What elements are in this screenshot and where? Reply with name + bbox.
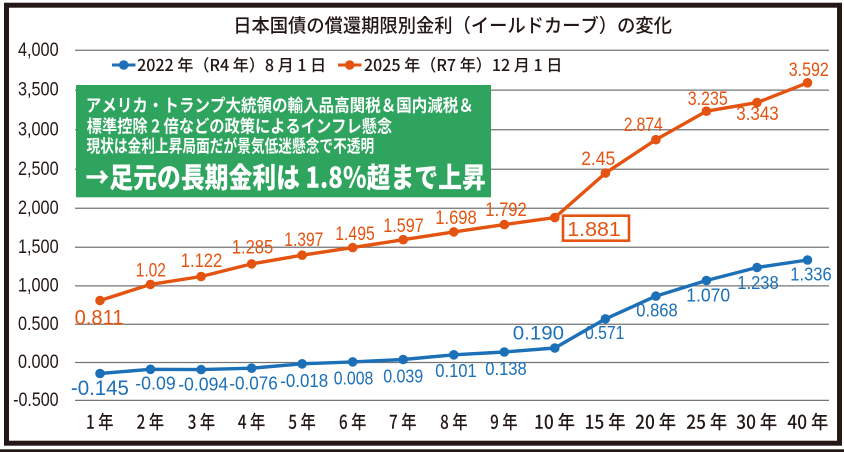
- svg-text:1.792: 1.792: [485, 200, 527, 221]
- svg-text:-0.09: -0.09: [135, 374, 176, 394]
- svg-text:1.397: 1.397: [284, 230, 323, 251]
- svg-text:0.571: 0.571: [585, 323, 624, 343]
- svg-text:1.285: 1.285: [232, 238, 274, 259]
- svg-text:0.190: 0.190: [513, 323, 564, 345]
- svg-text:3.592: 3.592: [789, 60, 829, 81]
- svg-text:1.336: 1.336: [790, 265, 832, 285]
- svg-text:3,500: 3,500: [18, 80, 59, 101]
- svg-text:1.597: 1.597: [383, 216, 424, 237]
- svg-text:4,000: 4,000: [18, 40, 59, 61]
- svg-text:0.039: 0.039: [383, 367, 423, 387]
- svg-text:2.874: 2.874: [624, 115, 663, 136]
- svg-text:1.698: 1.698: [435, 208, 477, 229]
- svg-text:2,500: 2,500: [18, 159, 59, 180]
- svg-text:1.122: 1.122: [181, 251, 223, 272]
- svg-text:0.868: 0.868: [636, 301, 678, 321]
- svg-text:2,000: 2,000: [18, 198, 59, 219]
- svg-text:2.45: 2.45: [581, 149, 615, 170]
- svg-text:-0.500: -0.500: [13, 390, 59, 411]
- svg-text:-0.076: -0.076: [229, 374, 278, 394]
- svg-text:-0.094: -0.094: [178, 375, 228, 395]
- svg-text:1.02: 1.02: [136, 261, 166, 282]
- svg-text:0.811: 0.811: [75, 305, 124, 329]
- svg-text:1.238: 1.238: [737, 273, 779, 293]
- svg-text:-0.018: -0.018: [280, 371, 328, 391]
- svg-text:0.008: 0.008: [334, 369, 374, 389]
- svg-text:3,000: 3,000: [18, 119, 59, 140]
- svg-text:0.500: 0.500: [18, 314, 59, 335]
- svg-text:3.235: 3.235: [688, 89, 728, 110]
- svg-text:-0.145: -0.145: [71, 376, 129, 400]
- svg-text:1.070: 1.070: [686, 286, 730, 306]
- svg-text:0.101: 0.101: [435, 361, 477, 381]
- svg-text:3.343: 3.343: [736, 104, 779, 125]
- svg-text:1,500: 1,500: [18, 237, 59, 258]
- svg-text:0.138: 0.138: [485, 359, 527, 379]
- svg-text:0.000: 0.000: [18, 352, 59, 373]
- svg-text:1,000: 1,000: [18, 276, 59, 297]
- svg-text:1.495: 1.495: [335, 224, 375, 245]
- svg-text:1.881: 1.881: [567, 219, 621, 241]
